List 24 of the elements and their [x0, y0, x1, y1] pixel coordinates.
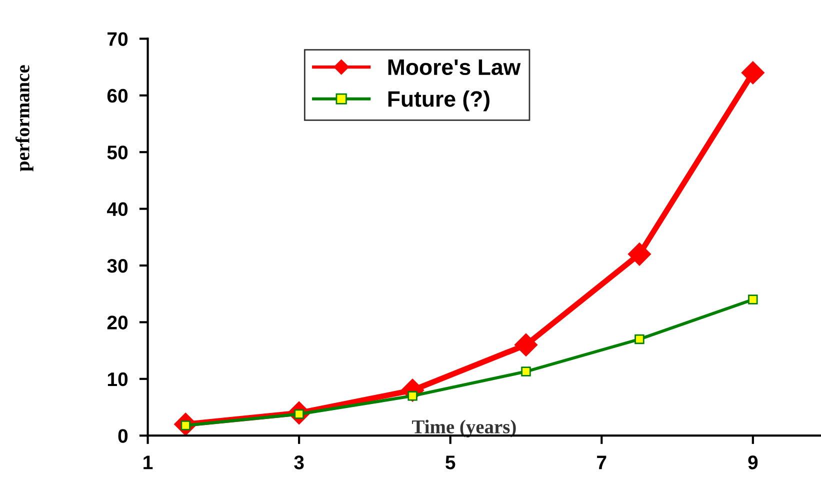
x-tick-label: 7: [597, 456, 606, 470]
x-axis-title: Time (years): [412, 420, 516, 438]
legend-label: Future (?): [388, 90, 490, 112]
y-tick-label: 30: [107, 258, 128, 273]
x-tick-label: 1: [144, 456, 153, 470]
y-tick-label: 70: [108, 32, 128, 46]
point: [521, 366, 531, 376]
point: [514, 333, 538, 356]
y-axis-title: performance: [16, 65, 34, 172]
x-tick-label: 3: [294, 456, 304, 470]
y-tick-label: 0: [118, 429, 128, 443]
point: [741, 61, 764, 84]
y-tick-label: 10: [108, 372, 128, 386]
point: [634, 334, 644, 344]
y-tick-label: 50: [107, 146, 128, 160]
point: [628, 242, 651, 266]
x-tick-label: 9: [748, 456, 758, 470]
legend-label: Moore's Law: [388, 60, 521, 76]
y-tick-label: 40: [107, 202, 128, 216]
y-tick-label: 20: [107, 316, 128, 330]
point: [408, 391, 418, 401]
x-tick-label: 5: [446, 456, 456, 470]
point: [748, 294, 758, 304]
y-tick-label: 60: [107, 88, 128, 103]
